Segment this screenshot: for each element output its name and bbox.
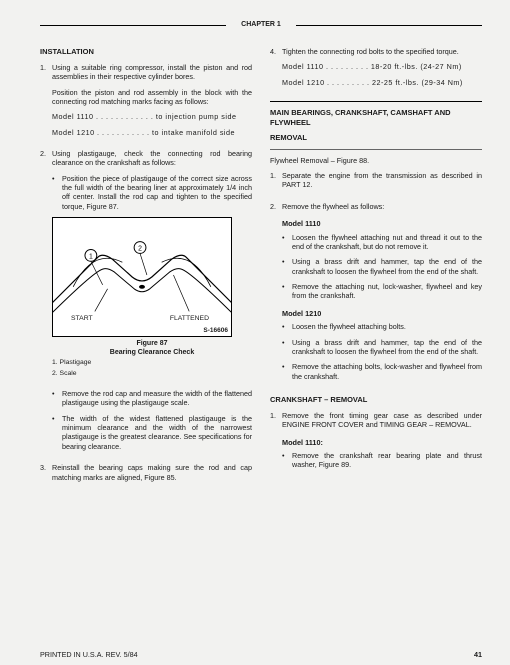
c-step1-text: Remove the front timing gear case as des…: [282, 411, 482, 430]
list-item: The width of the widest flattened plasti…: [52, 414, 252, 451]
fig-start-label: START: [71, 315, 93, 324]
model-1210-heading: Model 1210: [282, 309, 482, 318]
install-step-1: 1. Using a suitable ring compressor, ins…: [40, 63, 252, 143]
install-step-4: 4. Tighten the connecting rod bolts to t…: [270, 47, 482, 93]
crank-list: 1. Remove the front timing gear case as …: [270, 411, 482, 476]
divider: [270, 149, 482, 150]
footer-left: PRINTED IN U.S.A. REV. 5/84: [40, 650, 138, 659]
step4-text: Tighten the connecting rod bolts to the …: [282, 47, 482, 56]
figure-legend-1: 1. Plastigage: [52, 359, 252, 368]
figure-number: Figure 87: [52, 339, 252, 348]
torque-1210: Model 1210 . . . . . . . . . 22-25 ft.-l…: [282, 78, 482, 87]
list-item: Remove the crankshaft rear bearing plate…: [282, 451, 482, 470]
fig-flat-label: FLATTENED: [170, 315, 209, 324]
bullet-text: The width of the widest flattened plasti…: [62, 414, 252, 451]
bullet-text: Loosen the flywheel attaching bolts.: [292, 322, 482, 331]
figure-legend-2: 2. Scale: [52, 370, 252, 379]
install-step-2: 2. Using plastigauge, check the connecti…: [40, 149, 252, 457]
removal-step-2: 2. Remove the flywheel as follows: Model…: [270, 202, 482, 387]
removal-heading: REMOVAL: [270, 133, 482, 143]
main-bearings-heading: MAIN BEARINGS, CRANKSHAFT, CAMSHAFT AND …: [270, 108, 482, 127]
bullet-text: Remove the attaching nut, lock-washer, f…: [292, 282, 482, 301]
svg-text:1: 1: [89, 253, 93, 260]
list-item: Remove the attaching bolts, lock-washer …: [282, 362, 482, 381]
step1-sub: Position the piston and rod assembly in …: [52, 88, 252, 107]
removal-step-1: 1. Separate the engine from the transmis…: [270, 171, 482, 196]
step-number: 1.: [270, 171, 282, 196]
step1-text: Using a suitable ring compressor, instal…: [52, 63, 252, 82]
install-step-3: 3. Reinstall the bearing caps making sur…: [40, 463, 252, 488]
bullet-text: Using a brass drift and hammer, tap the …: [292, 338, 482, 357]
list-item: Loosen the flywheel attaching nut and th…: [282, 233, 482, 252]
bullet-text: Using a brass drift and hammer, tap the …: [292, 257, 482, 276]
removal-list: 1. Separate the engine from the transmis…: [270, 171, 482, 387]
left-column: INSTALLATION 1. Using a suitable ring co…: [40, 47, 252, 494]
crankshaft-removal-heading: CRANKSHAFT – REMOVAL: [270, 395, 482, 405]
bullet-text: Remove the attaching bolts, lock-washer …: [292, 362, 482, 381]
flywheel-ref: Flywheel Removal – Figure 88.: [270, 156, 482, 165]
step2-bullets-cont: Remove the rod cap and measure the width…: [52, 389, 252, 451]
list-item: Remove the rod cap and measure the width…: [52, 389, 252, 408]
step-number: 1.: [40, 63, 52, 143]
crank-model-1110-heading: Model 1110:: [282, 438, 482, 447]
chapter-label: CHAPTER 1: [241, 21, 281, 28]
step-number: 4.: [270, 47, 282, 93]
r-step1-text: Separate the engine from the transmissio…: [282, 171, 482, 190]
list-item: Loosen the flywheel attaching bolts.: [282, 322, 482, 331]
step-number: 2.: [270, 202, 282, 387]
crank-1110-bullets: Remove the crankshaft rear bearing plate…: [282, 451, 482, 470]
r-step2-text: Remove the flywheel as follows:: [282, 202, 482, 211]
bullet-text: Remove the crankshaft rear bearing plate…: [292, 451, 482, 470]
bullet-text: Position the piece of plastigauge of the…: [62, 174, 252, 211]
figure-title: Bearing Clearance Check: [52, 348, 252, 357]
step2-text: Using plastigauge, check the connecting …: [52, 149, 252, 168]
step3-text: Reinstall the bearing caps making sure t…: [52, 463, 252, 482]
install-list-cont: 4. Tighten the connecting rod bolts to t…: [270, 47, 482, 93]
installation-list: 1. Using a suitable ring compressor, ins…: [40, 63, 252, 488]
model-1110-heading: Model 1110: [282, 219, 482, 228]
step-number: 1.: [270, 411, 282, 476]
model-1110-side: Model 1110 . . . . . . . . . . . . to in…: [52, 112, 252, 121]
torque-1110: Model 1110 . . . . . . . . . 18-20 ft.-l…: [282, 62, 482, 71]
model-1110-bullets: Loosen the flywheel attaching nut and th…: [282, 233, 482, 301]
list-item: Using a brass drift and hammer, tap the …: [282, 257, 482, 276]
divider: [270, 101, 482, 102]
two-column-layout: INSTALLATION 1. Using a suitable ring co…: [40, 47, 482, 494]
svg-text:2: 2: [138, 246, 142, 253]
chapter-header: CHAPTER 1: [40, 20, 482, 29]
fig-ref-number: S-16606: [203, 327, 228, 335]
bullet-text: Loosen the flywheel attaching nut and th…: [292, 233, 482, 252]
crank-step-1: 1. Remove the front timing gear case as …: [270, 411, 482, 476]
step-number: 3.: [40, 463, 52, 488]
model-1210-bullets: Loosen the flywheel attaching bolts. Usi…: [282, 322, 482, 381]
page-footer: PRINTED IN U.S.A. REV. 5/84 41: [40, 650, 482, 659]
list-item: Using a brass drift and hammer, tap the …: [282, 338, 482, 357]
figure-87: 1 2 START FLATTENED S-16606: [52, 217, 232, 337]
model-1210-side: Model 1210 . . . . . . . . . . . to inta…: [52, 128, 252, 137]
bullet-text: Remove the rod cap and measure the width…: [62, 389, 252, 408]
list-item: Remove the attaching nut, lock-washer, f…: [282, 282, 482, 301]
right-column: 4. Tighten the connecting rod bolts to t…: [270, 47, 482, 494]
installation-heading: INSTALLATION: [40, 47, 252, 57]
step2-bullets: Position the piece of plastigauge of the…: [52, 174, 252, 211]
step-number: 2.: [40, 149, 52, 457]
page-number: 41: [474, 650, 482, 659]
list-item: Position the piece of plastigauge of the…: [52, 174, 252, 211]
